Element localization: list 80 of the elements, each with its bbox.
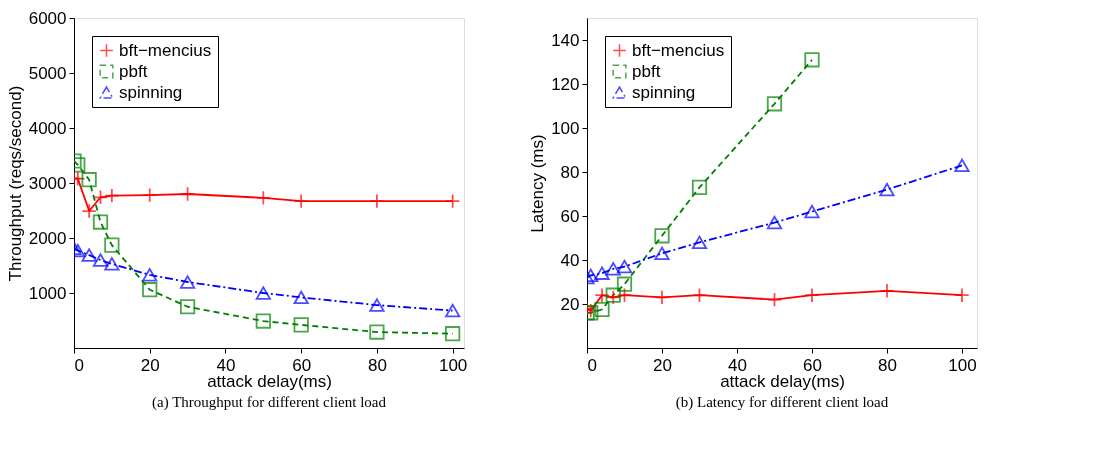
y-axis-title: Throughput (reqs/second) [5,85,25,282]
x-tick-label: 0 [587,355,597,375]
point [255,286,271,300]
legend-label: bft−mencius [632,40,725,60]
x-tick-label: 0 [74,355,84,375]
x-tick-label: 100 [948,355,977,375]
y-tick-label: 3000 [28,173,67,193]
legend-label: bft−mencius [119,40,212,60]
y-tick-label: 4000 [28,118,67,138]
point [179,299,196,315]
x-tick-label: 100 [438,355,468,375]
point [179,275,196,289]
y-tick-label: 5000 [28,63,67,83]
point [654,289,670,306]
point [954,287,970,303]
y-tick-label: 6000 [28,8,67,28]
point [104,188,120,204]
point [81,248,97,262]
y-axis-title: Latency (ms) [528,134,548,233]
y-tick-label: 60 [560,206,580,226]
point [104,237,120,253]
point [616,276,633,292]
point [616,287,633,303]
x-tick-label: 80 [878,355,897,375]
point [81,203,97,219]
point [766,215,783,230]
point [804,204,820,219]
point [104,257,120,271]
point [92,214,109,230]
x-tick-label: 20 [653,355,672,375]
point [142,187,158,203]
point [81,172,97,188]
y-tick-label: 100 [551,118,580,138]
legend-label: spinning [119,82,183,102]
point [255,313,271,329]
point [654,246,670,261]
x-tick-label: 20 [140,355,160,375]
point [594,301,610,318]
point [804,52,820,68]
text: (a) Throughput for different client load [152,394,387,411]
point [766,291,783,308]
point [594,266,610,280]
y-tick-label: 120 [551,74,580,94]
point [804,287,820,303]
y-tick-label: 40 [560,250,580,270]
point [445,193,461,209]
point [879,182,895,197]
point [293,317,309,333]
y-tick-label: 2000 [28,228,67,248]
point [594,287,610,303]
point [691,179,708,196]
y-tick-label: 140 [551,30,580,50]
point [293,193,309,209]
point [369,298,385,312]
point [179,186,196,202]
point [766,96,783,112]
point [142,268,158,282]
point [92,189,109,205]
y-tick-label: 1000 [28,283,67,303]
text: (b) Latency for different client load [675,394,889,411]
point [293,290,309,305]
point [605,262,621,276]
point [954,158,970,173]
point [616,259,633,274]
point [255,190,271,206]
point [445,326,461,342]
x-tick-label: 80 [367,355,387,375]
point [691,287,708,303]
y-tick-label: 20 [560,294,580,314]
point [654,228,670,244]
point [445,303,461,318]
legend-label: pbft [119,61,148,81]
point [369,324,385,340]
point [142,282,158,298]
point [691,235,708,250]
legend-label: spinning [632,82,696,102]
point [369,193,385,209]
point [92,253,109,267]
legend-label: pbft [632,61,661,81]
y-tick-label: 80 [560,162,580,182]
